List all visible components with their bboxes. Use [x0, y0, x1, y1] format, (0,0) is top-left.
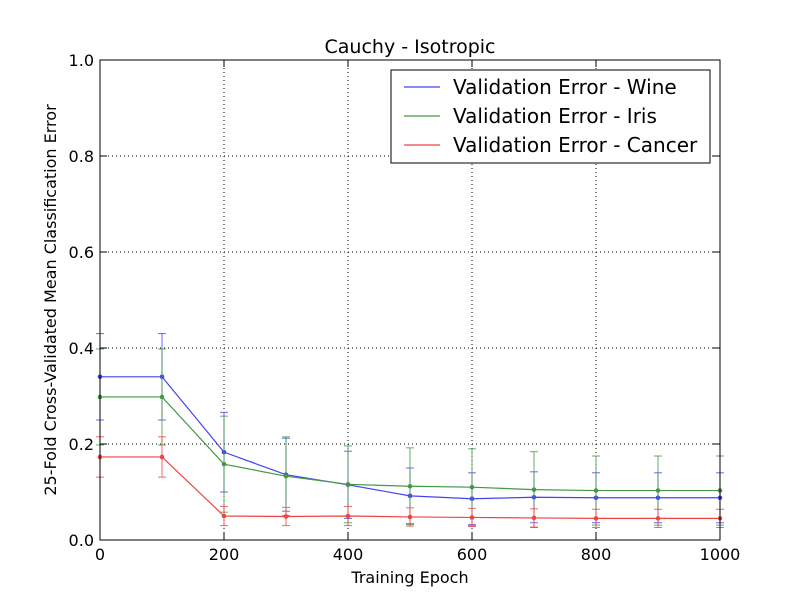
data-point: [221, 513, 227, 519]
chart-title: Cauchy - Isotropic: [325, 36, 496, 58]
x-tick-label: 0: [95, 545, 105, 564]
legend-box: [390, 69, 711, 164]
data-point: [655, 516, 661, 521]
x-tick-label: 200: [209, 545, 240, 564]
x-tick-label: 1000: [700, 545, 741, 564]
y-tick-label: 0.4: [69, 339, 94, 358]
data-point: [159, 454, 165, 460]
data-point: [407, 514, 413, 520]
legend-label: Validation Error - Wine: [453, 75, 677, 99]
axis-tick-labels: 0 200 400 600 800 1000 0.0 0.2 0.4 0.6 0.8 1.0: [69, 51, 741, 564]
data-point: [531, 515, 537, 521]
data-point: [655, 488, 661, 493]
data-point: [531, 487, 537, 492]
y-tick-label: 0.0: [69, 531, 94, 550]
data-point: [221, 461, 227, 467]
data-point: [283, 514, 289, 519]
data-point: [283, 473, 289, 479]
legend: Validation Error - Wine Validation Error …: [390, 69, 711, 164]
y-tick-label: 0.8: [69, 147, 94, 166]
y-axis-label: 25-Fold Cross-Validated Mean Classificat…: [41, 104, 60, 496]
data-point: [469, 515, 475, 520]
data-point: [469, 484, 475, 490]
y-tick-label: 0.2: [69, 435, 94, 454]
data-point: [345, 482, 351, 487]
y-tick-label: 0.6: [69, 243, 94, 262]
legend-label: Validation Error - Cancer: [453, 133, 698, 157]
data-point: [345, 513, 351, 519]
legend-label: Validation Error - Iris: [453, 104, 657, 128]
x-axis-label: Training Epoch: [350, 568, 468, 587]
x-tick-label: 400: [333, 545, 364, 564]
data-point: [593, 488, 599, 493]
data-point: [407, 483, 413, 489]
data-point: [159, 394, 165, 400]
data-point: [593, 516, 599, 521]
x-tick-label: 600: [457, 545, 488, 564]
x-tick-label: 800: [581, 545, 612, 564]
y-tick-label: 1.0: [69, 51, 94, 70]
plot-area-frame: [99, 59, 721, 541]
axis-ticks: [99, 59, 721, 541]
